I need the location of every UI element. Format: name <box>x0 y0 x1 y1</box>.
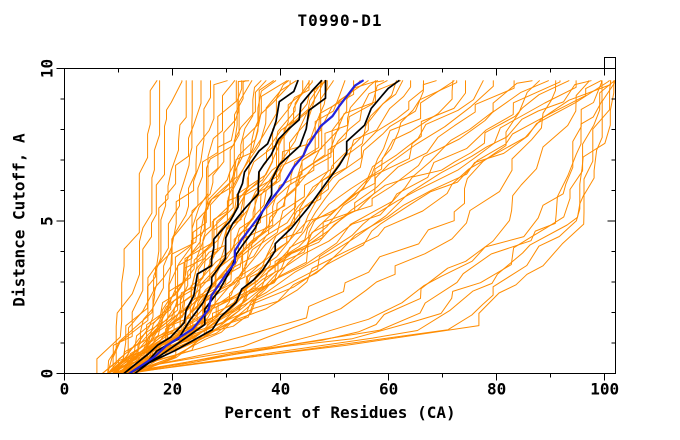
model-curves <box>96 79 615 374</box>
orange-models-curve <box>112 80 549 374</box>
blue-model-curve <box>128 79 364 374</box>
orange-models-curve <box>128 80 590 374</box>
orange-models-curve <box>123 80 322 374</box>
x-tick-label: 60 <box>379 380 398 399</box>
orange-models-curve <box>112 80 437 374</box>
orange-models-curve <box>118 80 288 374</box>
orange-models-curve <box>118 80 603 374</box>
orange-models-curve <box>118 80 458 374</box>
orange-models-curve <box>107 80 412 374</box>
orange-models-curve <box>101 80 161 374</box>
orange-models-curve <box>128 80 612 374</box>
orange-models-curve <box>123 80 267 374</box>
orange-models-curve <box>128 80 615 374</box>
black-models-curve <box>123 79 299 374</box>
orange-models-curve <box>112 80 592 374</box>
orange-models-curve <box>101 80 228 374</box>
orange-models-curve <box>134 80 602 374</box>
black-models-curve <box>128 79 327 374</box>
orange-models-curve <box>123 80 615 374</box>
y-tick-label: 0 <box>38 369 57 379</box>
orange-models-curve <box>112 80 323 374</box>
orange-models-curve <box>128 80 557 374</box>
orange-models-curve <box>118 80 211 374</box>
orange-models-curve <box>118 80 615 374</box>
orange-models-curve <box>118 80 378 374</box>
black-models-curve <box>128 79 323 374</box>
x-tick-label: 80 <box>487 380 506 399</box>
orange-models-curve <box>123 80 243 374</box>
orange-models-curve <box>118 80 515 374</box>
orange-models-curve <box>123 80 236 374</box>
orange-models-curve <box>112 80 484 374</box>
orange-models-curve <box>134 80 494 374</box>
orange-models-curve <box>107 80 183 374</box>
x-tick-label: 0 <box>60 380 70 399</box>
orange-models-curve <box>128 80 466 374</box>
orange-models-curve <box>112 80 328 374</box>
orange-models-curve <box>128 80 424 374</box>
orange-models-curve <box>128 80 577 374</box>
orange-models-curve <box>123 80 540 374</box>
orange-models-curve <box>123 80 612 374</box>
orange-models-curve <box>107 80 237 374</box>
y-tick-label: 5 <box>38 216 57 226</box>
orange-models-curve <box>128 80 346 374</box>
orange-models-curve <box>118 80 328 374</box>
x-tick-label: 100 <box>590 380 619 399</box>
orange-models-curve <box>107 80 202 374</box>
orange-models-curve <box>118 80 388 374</box>
black-models-curve <box>133 79 400 374</box>
y-tick-label: 10 <box>38 59 57 78</box>
corner-notch <box>604 57 616 69</box>
orange-models-curve <box>128 80 533 374</box>
x-tick-label: 20 <box>163 380 182 399</box>
y-axis-label: Distance Cutoff, A <box>9 133 29 307</box>
orange-models-curve <box>134 80 561 374</box>
orange-models-curve <box>118 80 570 374</box>
orange-models-curve <box>96 80 158 374</box>
x-tick-label: 40 <box>271 380 290 399</box>
x-axis-label: Percent of Residues (CA) <box>224 403 456 422</box>
orange-models-curve <box>134 80 455 374</box>
orange-models-curve <box>118 80 193 374</box>
page-title: T0990-D1 <box>297 11 383 30</box>
